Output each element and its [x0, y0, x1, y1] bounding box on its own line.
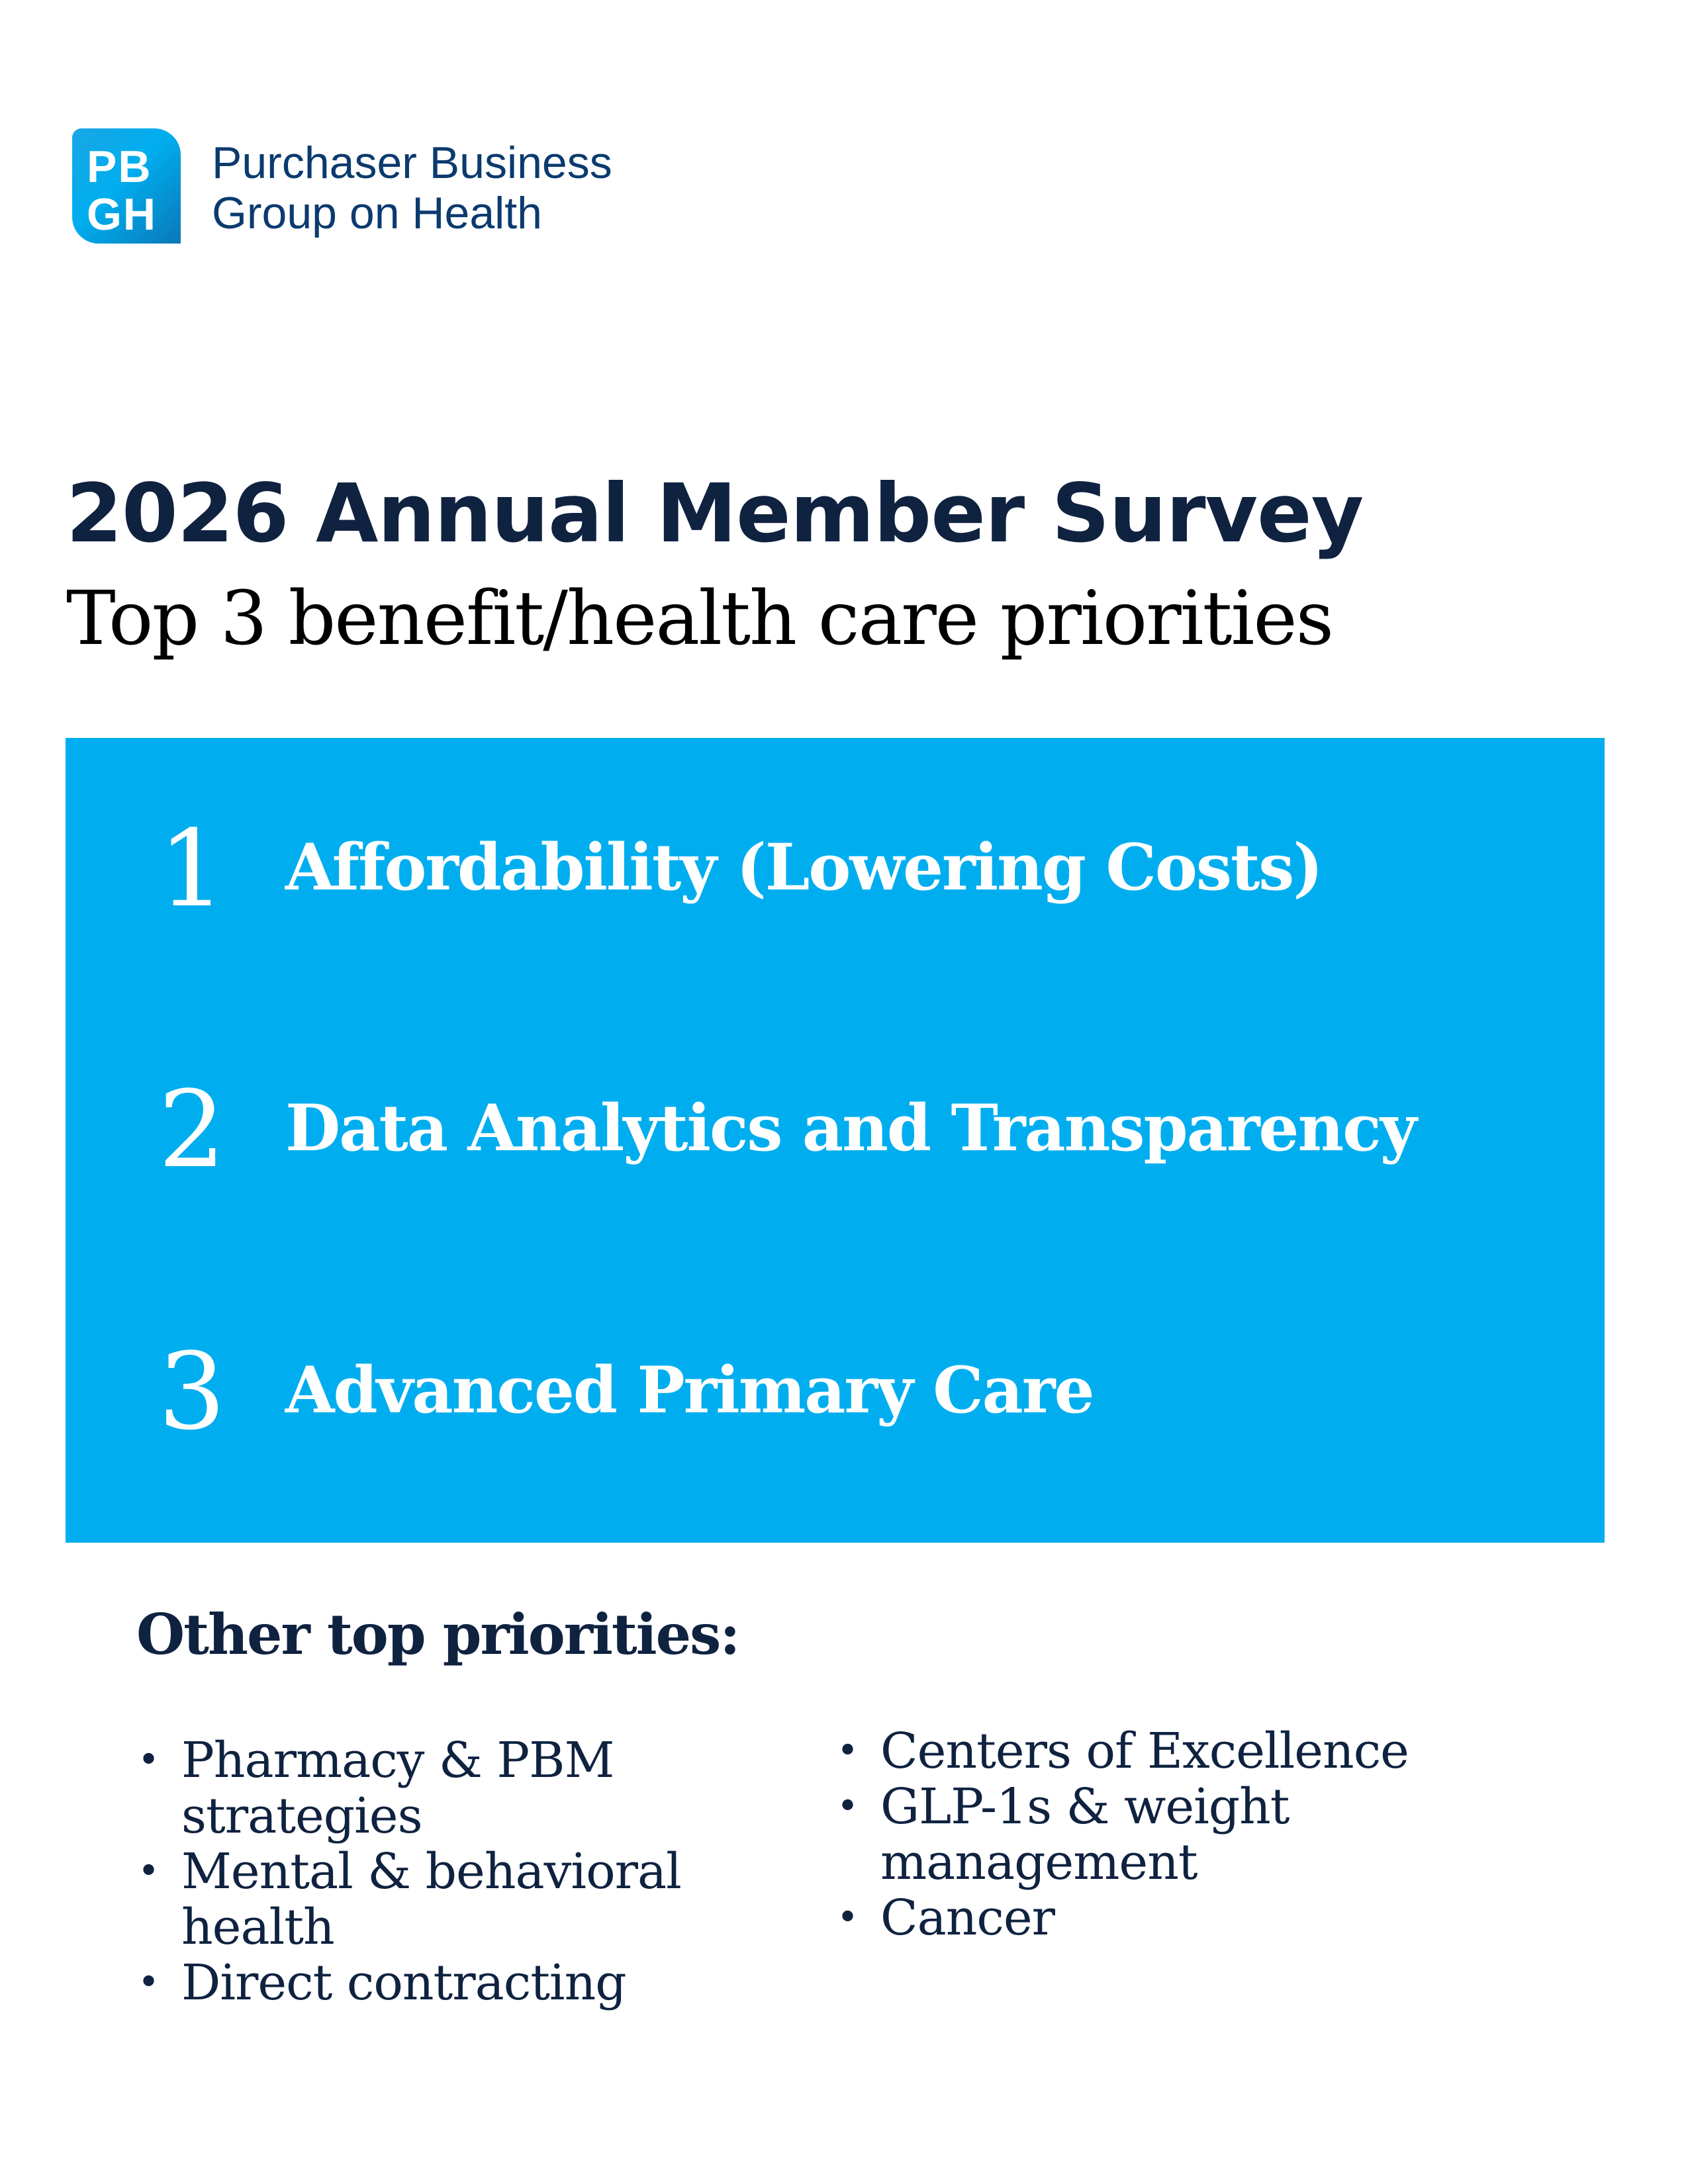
logo-name: Purchaser Business Group on Health — [212, 138, 612, 238]
list-item: Cancer — [835, 1890, 1497, 1946]
logo-mark-line: PB — [87, 142, 152, 192]
logo-mark: PB GH — [72, 128, 181, 244]
priority-label: Affordability (Lowering Costs) — [285, 830, 1323, 905]
list-item: GLP-1s & weight management — [835, 1779, 1497, 1890]
list-item: Centers of Excellence — [835, 1723, 1497, 1779]
page-title: 2026 Annual Member Survey — [66, 467, 1364, 561]
page-subtitle: Top 3 benefit/health care priorities — [66, 576, 1334, 662]
priority-label: Data Analytics and Transparency — [285, 1091, 1417, 1165]
other-priorities-list-right: Centers of Excellence GLP-1s & weight ma… — [835, 1723, 1497, 1946]
other-priorities-list-left: Pharmacy & PBM strategies Mental & behav… — [136, 1733, 732, 2011]
priority-label: Advanced Primary Care — [285, 1353, 1095, 1428]
top-priorities-panel: 1 Affordability (Lowering Costs) 2 Data … — [66, 738, 1605, 1543]
list-item: Pharmacy & PBM strategies — [136, 1733, 732, 1844]
list-item: Direct contracting — [136, 1955, 732, 2011]
logo-mark-line: GH — [87, 189, 157, 240]
priority-rank: 1 — [158, 807, 226, 931]
logo-name-line: Group on Health — [212, 188, 542, 238]
logo-name-line: Purchaser Business — [212, 138, 612, 188]
priority-rank: 2 — [158, 1068, 226, 1191]
priority-rank: 3 — [158, 1330, 226, 1453]
list-item: Mental & behavioral health — [136, 1844, 732, 1955]
other-priorities-heading: Other top priorities: — [136, 1602, 740, 1667]
